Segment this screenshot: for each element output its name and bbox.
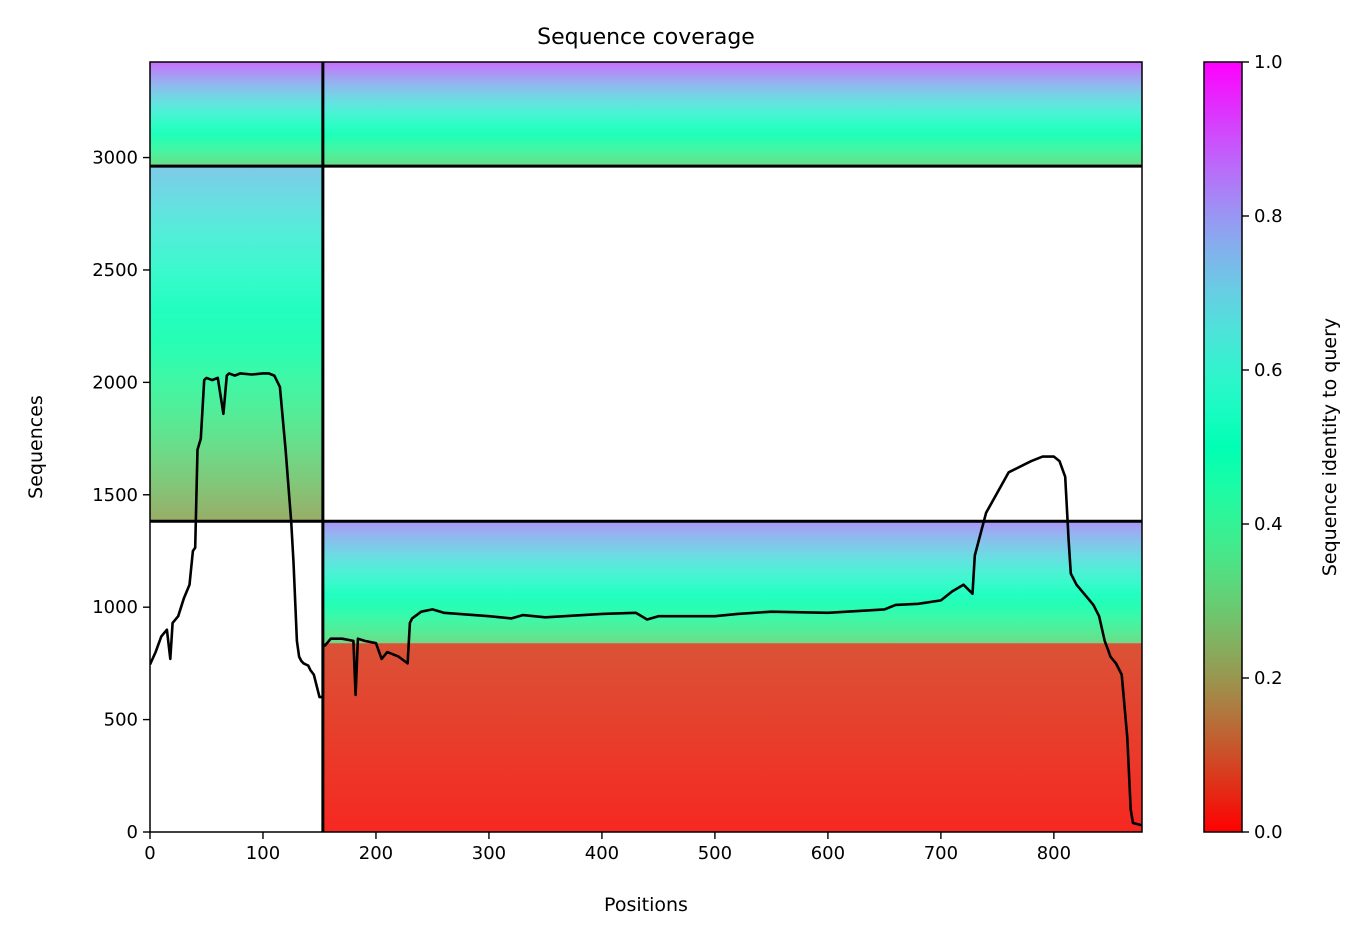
colorbar-tick-label: 0.0: [1254, 822, 1283, 843]
x-tick: 200: [359, 832, 393, 864]
x-tick: 800: [1037, 832, 1071, 864]
x-tick-label: 700: [924, 843, 958, 864]
y-tick: 500: [104, 710, 150, 731]
block-dividers: [150, 62, 1142, 832]
y-tick-label: 2500: [92, 260, 138, 281]
colorbar-label: Sequence identity to query: [1319, 318, 1341, 576]
x-tick: 700: [924, 832, 958, 864]
colorbar-tick: 1.0: [1242, 52, 1283, 73]
coverage-block-top-band: [150, 62, 1142, 167]
y-tick: 1000: [92, 597, 150, 618]
x-tick: 300: [472, 832, 506, 864]
coverage-block-n-terminal-block: [150, 166, 323, 522]
colorbar-tick-label: 0.6: [1254, 360, 1283, 381]
plot-frame: [149, 61, 1143, 833]
x-tick-label: 500: [698, 843, 732, 864]
y-tick: 1500: [92, 485, 150, 506]
x-tick-label: 600: [811, 843, 845, 864]
y-tick-label: 3000: [92, 148, 138, 169]
x-tick: 400: [585, 832, 619, 864]
x-tick: 600: [811, 832, 845, 864]
y-tick-label: 1500: [92, 485, 138, 506]
x-axis-ticks: 0 100 200 300 400 500 600 700 800: [144, 832, 1071, 864]
colorbar-tick-label: 0.4: [1254, 514, 1283, 535]
y-tick-label: 500: [104, 710, 138, 731]
x-tick-label: 200: [359, 843, 393, 864]
y-tick: 3000: [92, 148, 150, 169]
colorbar-tick: 0.8: [1242, 206, 1283, 227]
x-tick: 0: [144, 832, 156, 864]
y-axis-ticks: 0 500 1000 1500 2000 2500 3000: [92, 148, 150, 843]
y-tick: 0: [127, 822, 150, 843]
coverage-blocks: [150, 62, 1142, 832]
y-tick-label: 0: [127, 822, 138, 843]
colorbar-tick-label: 0.2: [1254, 668, 1283, 689]
y-axis-label: Sequences: [25, 395, 47, 499]
coverage-block-low-identity-red: [322, 643, 1142, 832]
colorbar: [1203, 61, 1243, 833]
x-tick-label: 0: [144, 843, 155, 864]
y-tick-label: 1000: [92, 597, 138, 618]
coverage-line: [150, 372, 1142, 827]
colorbar-tick-label: 0.8: [1254, 206, 1283, 227]
x-tick: 500: [698, 832, 732, 864]
colorbar-tick: 0.0: [1242, 822, 1283, 843]
y-tick-label: 2000: [92, 372, 138, 393]
x-tick-label: 100: [246, 843, 280, 864]
y-tick: 2500: [92, 260, 150, 281]
colorbar-tick: 0.4: [1242, 514, 1283, 535]
colorbar-tick: 0.6: [1242, 360, 1283, 381]
x-tick: 100: [246, 832, 280, 864]
y-tick: 2000: [92, 372, 150, 393]
x-axis-label: Positions: [604, 894, 688, 916]
colorbar-ticks: 0.0 0.2 0.4 0.6 0.8 1.0: [1242, 52, 1283, 843]
colorbar-tick-label: 1.0: [1254, 52, 1283, 73]
chart-title: Sequence coverage: [537, 25, 755, 50]
coverage-block-c-terminal-block: [322, 521, 1142, 644]
colorbar-tick: 0.2: [1242, 668, 1283, 689]
x-tick-label: 300: [472, 843, 506, 864]
x-tick-label: 400: [585, 843, 619, 864]
x-tick-label: 800: [1037, 843, 1071, 864]
